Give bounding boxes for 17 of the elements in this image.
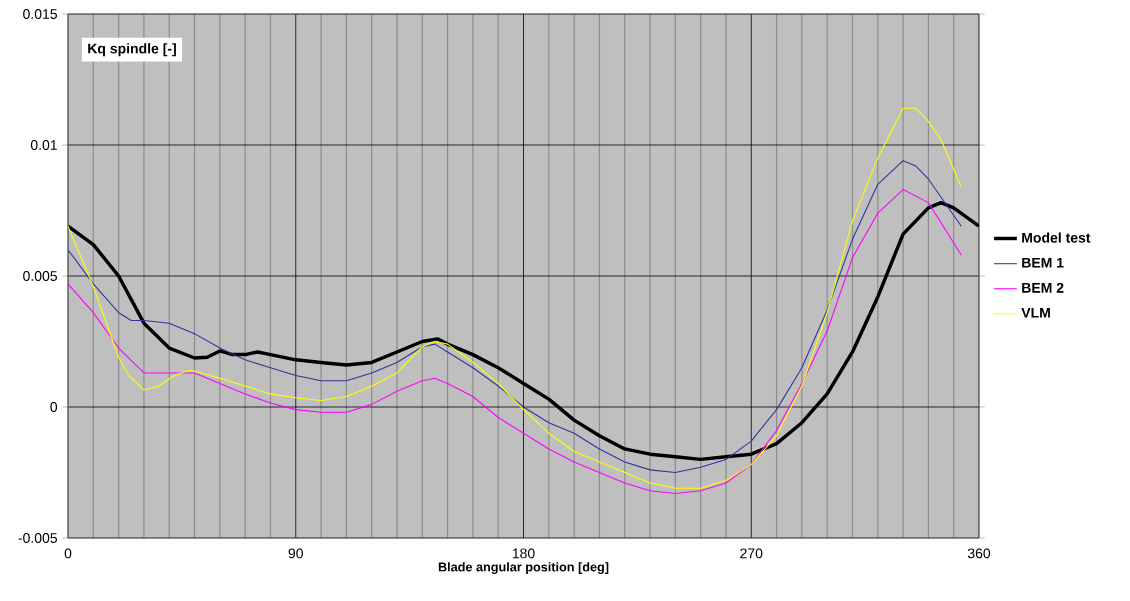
x-tick-label: 360 — [967, 548, 991, 559]
y-tick-label: 0.01 — [30, 140, 57, 150]
legend-label: VLM — [1021, 307, 1050, 318]
x-axis-title: Blade angular position [deg] — [438, 562, 609, 574]
y-tick-label: 0 — [50, 402, 58, 412]
x-tick-label: 270 — [740, 548, 763, 559]
legend-label: BEM 2 — [1022, 282, 1064, 293]
y-axis-title: Kq spindle [-] — [88, 43, 176, 57]
line-series — [68, 107, 962, 489]
y-tick-label: 0.015 — [23, 9, 58, 19]
legend-label: BEM 1 — [1022, 257, 1064, 268]
y-tick-label: -0.005 — [18, 533, 58, 543]
x-tick-label: 90 — [288, 548, 303, 559]
x-tick-label: 180 — [512, 548, 535, 559]
x-tick-label: 0 — [64, 548, 72, 559]
y-tick-label: 0.005 — [23, 271, 58, 281]
legend-label: Model test — [1022, 232, 1091, 243]
